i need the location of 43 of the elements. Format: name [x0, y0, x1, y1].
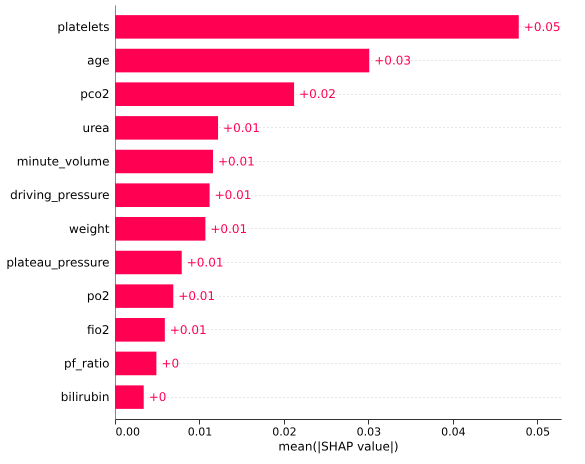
data-label: +0.01 — [223, 120, 260, 135]
x-tick-label: 0.02 — [272, 426, 297, 438]
bar — [115, 15, 519, 39]
data-label: +0.01 — [170, 322, 207, 337]
x-tick-label: 0.00 — [116, 426, 140, 438]
bar — [115, 352, 156, 376]
y-tick-label: driving_pressure — [10, 188, 110, 202]
bar — [115, 82, 294, 106]
bar — [115, 318, 165, 342]
data-label: +0.01 — [210, 222, 248, 236]
x-tick-label: 0.03 — [356, 426, 382, 438]
x-axis-title: mean(|SHAP value|) — [278, 440, 399, 454]
data-label: +0.05 — [524, 20, 561, 34]
data-label: +0.01 — [178, 289, 216, 304]
bar — [115, 150, 213, 174]
data-label: +0.02 — [299, 87, 336, 102]
y-tick-label: pf_ratio — [64, 356, 110, 370]
y-tick-label: plateau_pressure — [6, 255, 110, 270]
y-tick-label: fio2 — [86, 322, 110, 337]
bar — [115, 284, 174, 308]
bar — [115, 183, 210, 207]
y-tick-label: pco2 — [80, 87, 110, 102]
data-label: +0.01 — [214, 188, 252, 202]
bar — [115, 48, 370, 72]
data-label: +0.01 — [218, 154, 255, 169]
bar — [115, 250, 182, 274]
bar — [115, 217, 206, 241]
x-tick-label: 0.04 — [441, 426, 466, 438]
y-tick-label: bilirubin — [60, 390, 110, 404]
y-tick-label: weight — [69, 222, 110, 236]
data-label: +0.01 — [186, 255, 224, 270]
data-label: +0.03 — [374, 54, 412, 68]
y-tick-label: platelets — [57, 20, 110, 34]
data-label: +0 — [148, 390, 166, 404]
y-tick-label: age — [87, 54, 110, 68]
y-tick-label: minute_volume — [16, 154, 110, 169]
x-tick-label: 0.01 — [188, 426, 212, 438]
bar — [115, 116, 218, 140]
bar — [115, 385, 144, 409]
data-label: +0 — [161, 356, 180, 370]
x-tick-label: 0.05 — [526, 426, 550, 438]
y-tick-label: urea — [82, 120, 110, 135]
y-tick-label: po2 — [86, 289, 110, 304]
